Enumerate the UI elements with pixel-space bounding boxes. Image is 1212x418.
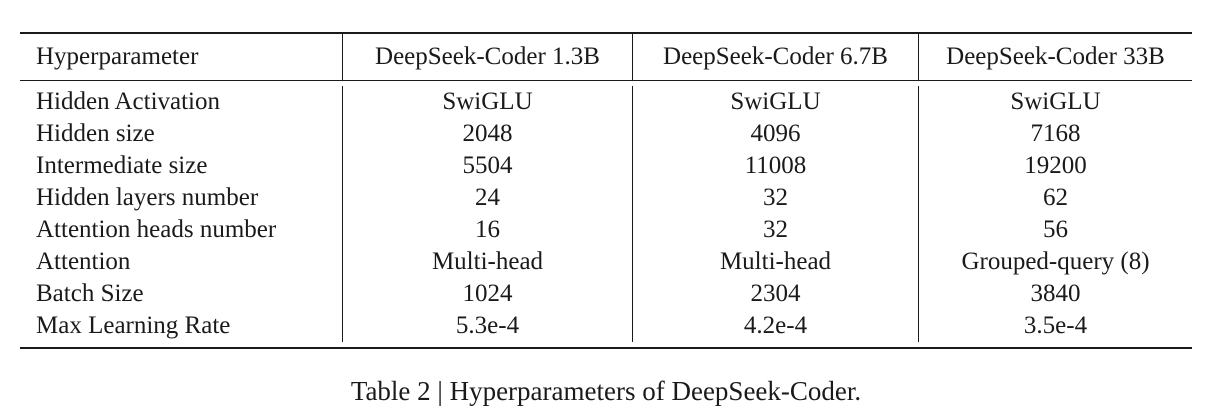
table-header-row: Hyperparameter DeepSeek-Coder 1.3B DeepS… [20,34,1192,80]
header-rule [20,80,1192,81]
row-label: Attention heads number [36,216,277,243]
table-cell: SwiGLU [342,86,632,118]
table-cell: SwiGLU [632,86,918,118]
bottom-rule [20,347,1192,349]
table-cell: Grouped-query (8) [918,246,1192,278]
table-body: Hidden Activation SwiGLU SwiGLU SwiGLU H… [20,81,1192,347]
table-cell: 32 [632,214,918,246]
row-label: Intermediate size [36,152,208,179]
table-cell: 62 [918,182,1192,214]
table-cell: 2304 [632,278,918,310]
table-cell: 19200 [918,150,1192,182]
row-label: Batch Size [36,280,144,307]
table-cell: 4096 [632,118,918,150]
table-cell: 1024 [342,278,632,310]
row-label: Attention [36,248,131,275]
row-label: Hidden size [36,120,155,147]
header-model-6-7b: DeepSeek-Coder 6.7B [632,34,918,80]
row-label: Hidden Activation [36,88,220,115]
table-cell: 11008 [632,150,918,182]
header-model-33b: DeepSeek-Coder 33B [918,34,1192,80]
hyperparameter-table: Hyperparameter DeepSeek-Coder 1.3B DeepS… [20,32,1192,349]
table-cell: 56 [918,214,1192,246]
header-model-1-3b: DeepSeek-Coder 1.3B [342,34,632,80]
row-label: Hidden layers number [36,184,259,211]
table-cell: Multi-head [632,246,918,278]
table-cell: 7168 [918,118,1192,150]
table-cell: Multi-head [342,246,632,278]
header-hyperparameter: Hyperparameter [36,43,199,70]
table-cell: 3.5e-4 [918,310,1192,342]
table-cell: 32 [632,182,918,214]
table-cell: 24 [342,182,632,214]
table-cell: 5.3e-4 [342,310,632,342]
table-cell: 16 [342,214,632,246]
row-label: Max Learning Rate [36,312,231,339]
top-rule [20,32,1192,34]
table-cell: SwiGLU [918,86,1192,118]
table-caption: Table 2 | Hyperparameters of DeepSeek-Co… [350,376,862,406]
table-cell: 4.2e-4 [632,310,918,342]
table-cell: 3840 [918,278,1192,310]
table-cell: 2048 [342,118,632,150]
table-cell: 5504 [342,150,632,182]
